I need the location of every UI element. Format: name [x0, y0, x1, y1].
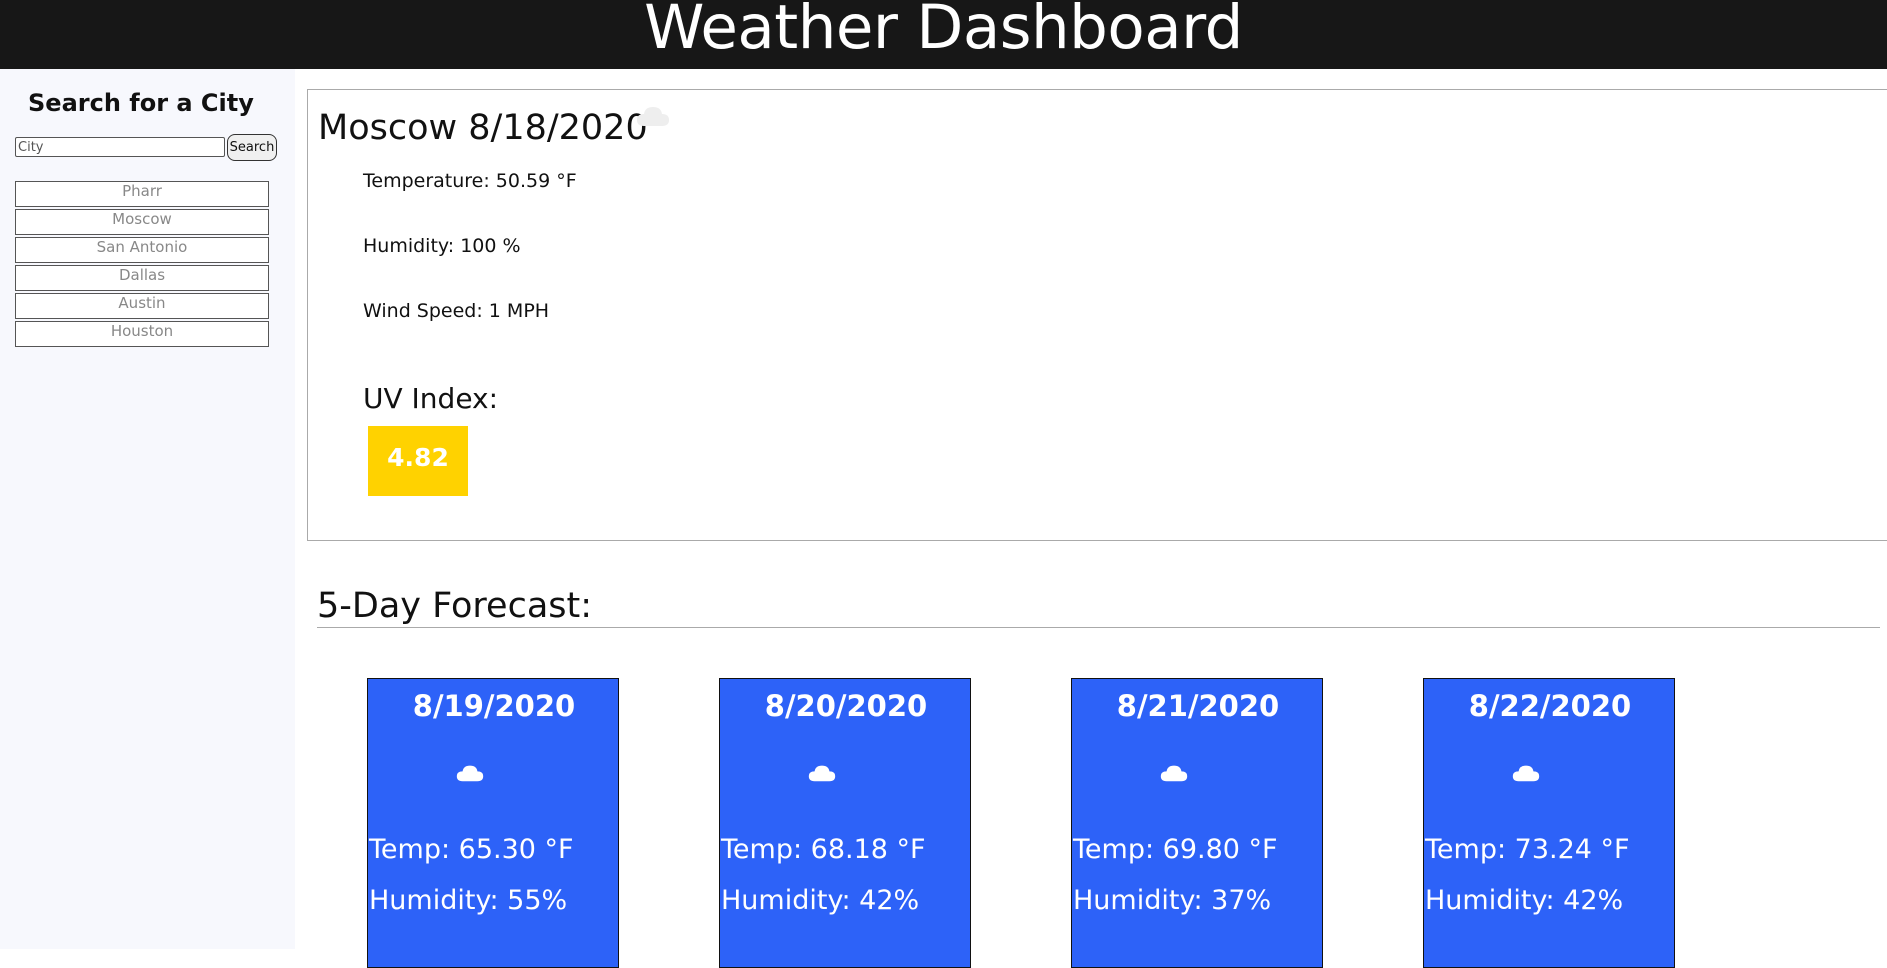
current-wind-speed: Wind Speed: 1 MPH — [363, 300, 550, 322]
forecast-humidity: Humidity: 42% — [721, 885, 920, 916]
uv-index-label: UV Index: — [363, 382, 499, 415]
cloud-icon — [1512, 763, 1540, 787]
forecast-card: 8/20/2020 Temp: 68.18 °F Humidity: 42% — [719, 678, 971, 968]
forecast-divider — [317, 627, 1880, 628]
cloud-icon — [636, 104, 670, 132]
forecast-title: 5-Day Forecast: — [317, 586, 593, 626]
current-temperature: Temperature: 50.59 °F — [363, 170, 577, 192]
uv-index-badge: 4.82 — [368, 426, 468, 496]
search-button[interactable]: Search — [227, 134, 277, 161]
search-history-list: Pharr Moscow San Antonio Dallas Austin H… — [15, 181, 269, 349]
forecast-humidity: Humidity: 42% — [1425, 885, 1624, 916]
forecast-humidity: Humidity: 55% — [369, 885, 568, 916]
current-humidity: Humidity: 100 % — [363, 235, 521, 257]
forecast-date: 8/22/2020 — [1468, 689, 1632, 723]
history-item-city[interactable]: Dallas — [15, 265, 269, 291]
history-item-city[interactable]: Houston — [15, 321, 269, 347]
forecast-temp: Temp: 68.18 °F — [721, 834, 926, 865]
current-weather-panel: Moscow 8/18/2020 Temperature: 50.59 °F H… — [307, 89, 1887, 541]
forecast-humidity: Humidity: 37% — [1073, 885, 1272, 916]
app-header: Weather Dashboard — [0, 0, 1887, 69]
forecast-temp: Temp: 65.30 °F — [369, 834, 574, 865]
page-title: Weather Dashboard — [644, 0, 1243, 63]
history-item-city[interactable]: Austin — [15, 293, 269, 319]
cloud-icon — [456, 763, 484, 787]
forecast-date: 8/19/2020 — [412, 689, 576, 723]
forecast-temp: Temp: 69.80 °F — [1073, 834, 1278, 865]
forecast-card: 8/21/2020 Temp: 69.80 °F Humidity: 37% — [1071, 678, 1323, 968]
forecast-card: 8/22/2020 Temp: 73.24 °F Humidity: 42% — [1423, 678, 1675, 968]
sidebar: Search for a City Search Pharr Moscow Sa… — [0, 69, 295, 949]
forecast-temp: Temp: 73.24 °F — [1425, 834, 1630, 865]
forecast-date: 8/20/2020 — [764, 689, 928, 723]
history-item-city[interactable]: Moscow — [15, 209, 269, 235]
current-city-title: Moscow 8/18/2020 — [318, 108, 648, 148]
city-search-input[interactable] — [15, 137, 225, 157]
forecast-date: 8/21/2020 — [1116, 689, 1280, 723]
history-item-city[interactable]: San Antonio — [15, 237, 269, 263]
search-heading: Search for a City — [28, 89, 254, 117]
forecast-card: 8/19/2020 Temp: 65.30 °F Humidity: 55% — [367, 678, 619, 968]
cloud-icon — [808, 763, 836, 787]
cloud-icon — [1160, 763, 1188, 787]
history-item-city[interactable]: Pharr — [15, 181, 269, 207]
